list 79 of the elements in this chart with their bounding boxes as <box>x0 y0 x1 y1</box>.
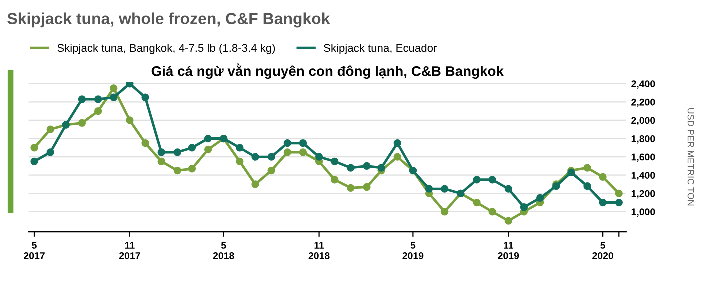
point <box>78 96 86 104</box>
point <box>268 166 276 175</box>
point <box>504 185 512 193</box>
point <box>378 164 386 172</box>
point <box>252 180 260 188</box>
point <box>394 140 402 148</box>
point <box>30 158 38 166</box>
point <box>504 217 512 225</box>
point <box>441 185 449 193</box>
point <box>488 208 496 216</box>
x-tick-label: 5 2020 <box>592 242 614 260</box>
point <box>363 183 371 192</box>
point <box>126 116 134 124</box>
point <box>347 164 355 172</box>
x-tick-label: 5 2018 <box>213 242 234 260</box>
y-tick-label: 2,200 <box>632 98 656 108</box>
point <box>520 204 528 212</box>
point <box>425 185 434 193</box>
y-tick-label: 1,800 <box>632 136 656 144</box>
point <box>158 158 166 166</box>
point <box>599 198 607 207</box>
point <box>363 162 371 170</box>
point <box>615 198 623 207</box>
y-tick-label: 2,000 <box>632 117 656 126</box>
point <box>252 153 260 161</box>
point <box>615 190 623 198</box>
point <box>236 158 244 166</box>
point <box>204 146 212 154</box>
y-tick-label: 1,400 <box>632 172 656 180</box>
point <box>94 108 102 116</box>
point <box>536 194 544 202</box>
legend-label: Skipjack tuna, Ecuador <box>324 44 438 54</box>
y-axis-title: USD PER METRIC TON <box>688 108 694 206</box>
x-tick-label: 11 2018 <box>308 242 330 260</box>
x-tick-label: 5 2019 <box>402 242 424 260</box>
point <box>158 148 166 156</box>
point <box>268 153 276 161</box>
point <box>30 144 38 152</box>
x-tick-label: 11 2019 <box>498 242 520 260</box>
x-tick-label: 5 2017 <box>24 242 45 260</box>
point <box>46 148 54 156</box>
legend-label: Skipjack tuna, Bangkok, 4-7.5 lb (1.8-3.4 kg) <box>58 44 276 54</box>
point <box>94 96 102 104</box>
point <box>584 164 592 172</box>
point <box>110 84 118 92</box>
point <box>315 153 324 161</box>
point <box>299 140 308 148</box>
chart-title: Skipjack tuna, whole frozen, C&F Bangkok <box>8 12 330 28</box>
point <box>204 134 212 143</box>
y-tick-label: 1,600 <box>632 154 656 162</box>
x-tick-label: 11 2017 <box>119 242 140 260</box>
point <box>473 176 481 184</box>
point <box>394 153 402 161</box>
chart-subtitle: Giá cá ngừ vằn nguyên con đông lạnh, C&B Bangkok <box>152 64 504 80</box>
point <box>188 144 196 152</box>
point <box>188 165 196 173</box>
point <box>110 94 118 102</box>
y-tick-label: 1,200 <box>632 190 656 199</box>
point <box>126 82 134 88</box>
point <box>331 176 339 184</box>
point <box>584 182 592 190</box>
y-tick-label: 2,400 <box>632 80 656 89</box>
point <box>331 158 339 166</box>
point <box>142 140 150 148</box>
point <box>78 119 86 128</box>
point <box>284 148 292 156</box>
point <box>488 176 496 184</box>
point <box>46 126 54 134</box>
point <box>441 208 449 216</box>
point <box>236 144 244 152</box>
point <box>347 184 355 192</box>
point <box>174 148 182 156</box>
point <box>142 94 150 102</box>
point <box>284 140 292 148</box>
point <box>599 173 607 182</box>
point <box>299 148 308 156</box>
point <box>174 166 182 175</box>
y-tick-label: 1,000 <box>632 208 656 217</box>
point <box>473 198 481 207</box>
